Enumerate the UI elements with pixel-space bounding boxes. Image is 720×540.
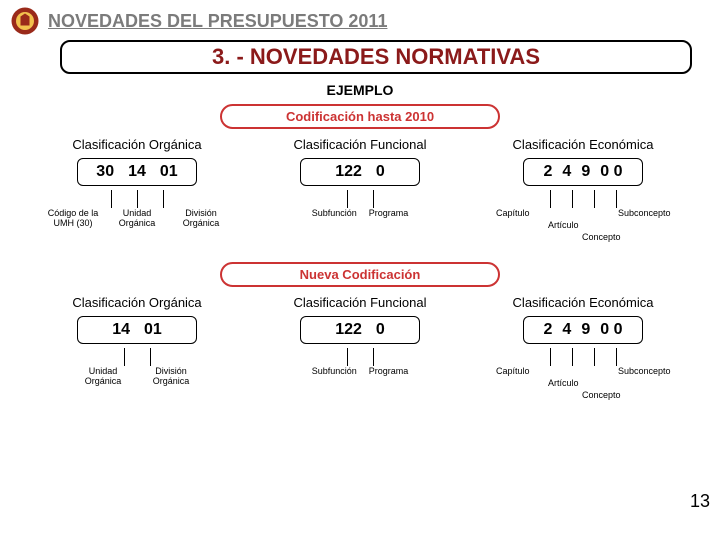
code-seg: 2 <box>544 163 553 181</box>
old-funcional-title: Clasificación Funcional <box>255 137 465 152</box>
connectors <box>32 190 242 208</box>
connectors <box>255 190 465 208</box>
new-row: Clasificación Orgánica 14 01 Unidad Orgá… <box>0 295 720 406</box>
new-organica: Clasificación Orgánica 14 01 Unidad Orgá… <box>32 295 242 406</box>
label: Programa <box>369 208 409 218</box>
label: Artículo <box>548 220 579 230</box>
page-number: 13 <box>690 491 710 512</box>
old-funcional: Clasificación Funcional 122 0 Subfunción… <box>255 137 465 248</box>
label: Capítulo <box>496 208 530 218</box>
code-seg: 4 <box>562 163 571 181</box>
code-seg: 0 0 <box>600 321 622 339</box>
label: División Orgánica <box>173 208 229 228</box>
old-economica: Clasificación Económica 2 4 9 0 0 Capítu… <box>478 137 688 248</box>
code-seg: 14 <box>112 321 130 339</box>
new-funcional: Clasificación Funcional 122 0 Subfunción… <box>255 295 465 406</box>
pill-old: Codificación hasta 2010 <box>220 104 500 129</box>
old-row: Clasificación Orgánica 30 14 01 Código d… <box>0 137 720 248</box>
code-seg: 01 <box>160 163 178 181</box>
header-title: NOVEDADES DEL PRESUPUESTO 2011 <box>48 11 387 32</box>
code-seg: 30 <box>96 163 114 181</box>
old-organica: Clasificación Orgánica 30 14 01 Código d… <box>32 137 242 248</box>
label: Unidad Orgánica <box>75 366 131 386</box>
label: Subfunción <box>312 366 357 376</box>
new-organica-code: 14 01 <box>77 316 197 344</box>
label: Programa <box>369 366 409 376</box>
ejemplo-label: EJEMPLO <box>0 82 720 98</box>
pill-new: Nueva Codificación <box>220 262 500 287</box>
connectors <box>478 190 688 208</box>
header: NOVEDADES DEL PRESUPUESTO 2011 <box>0 0 720 38</box>
code-seg: 14 <box>128 163 146 181</box>
code-seg: 0 <box>376 163 385 181</box>
section-title: 3. - NOVEDADES NORMATIVAS <box>212 44 540 69</box>
connectors <box>478 348 688 366</box>
old-economica-title: Clasificación Económica <box>478 137 688 152</box>
code-seg: 122 <box>335 321 362 339</box>
new-economica-title: Clasificación Económica <box>478 295 688 310</box>
new-organica-labels: Unidad Orgánica División Orgánica <box>32 366 242 386</box>
old-economica-code: 2 4 9 0 0 <box>523 158 643 186</box>
old-funcional-labels: Subfunción Programa <box>255 208 465 218</box>
new-organica-title: Clasificación Orgánica <box>32 295 242 310</box>
label: Concepto <box>582 232 621 242</box>
new-funcional-title: Clasificación Funcional <box>255 295 465 310</box>
code-seg: 2 <box>544 321 553 339</box>
label: Capítulo <box>496 366 530 376</box>
code-seg: 122 <box>335 163 362 181</box>
code-seg: 01 <box>144 321 162 339</box>
label: División Orgánica <box>143 366 199 386</box>
connectors <box>32 348 242 366</box>
old-organica-labels: Código de la UMH (30) Unidad Orgánica Di… <box>32 208 242 228</box>
old-funcional-code: 122 0 <box>300 158 420 186</box>
section-bar: 3. - NOVEDADES NORMATIVAS <box>60 40 692 74</box>
umh-logo-icon <box>10 6 40 36</box>
code-seg: 9 <box>581 163 590 181</box>
label: Subconcepto <box>618 208 671 218</box>
new-funcional-code: 122 0 <box>300 316 420 344</box>
new-economica: Clasificación Económica 2 4 9 0 0 Capítu… <box>478 295 688 406</box>
new-economica-labels: Capítulo Artículo Concepto Subconcepto <box>478 366 688 406</box>
label: Subfunción <box>312 208 357 218</box>
label: Concepto <box>582 390 621 400</box>
code-seg: 0 <box>376 321 385 339</box>
connectors <box>255 348 465 366</box>
code-seg: 0 0 <box>600 163 622 181</box>
label: Código de la UMH (30) <box>45 208 101 228</box>
old-economica-labels: Capítulo Artículo Concepto Subconcepto <box>478 208 688 248</box>
label: Unidad Orgánica <box>109 208 165 228</box>
label: Artículo <box>548 378 579 388</box>
code-seg: 9 <box>581 321 590 339</box>
new-funcional-labels: Subfunción Programa <box>255 366 465 376</box>
old-organica-title: Clasificación Orgánica <box>32 137 242 152</box>
old-organica-code: 30 14 01 <box>77 158 197 186</box>
code-seg: 4 <box>562 321 571 339</box>
label: Subconcepto <box>618 366 671 376</box>
new-economica-code: 2 4 9 0 0 <box>523 316 643 344</box>
